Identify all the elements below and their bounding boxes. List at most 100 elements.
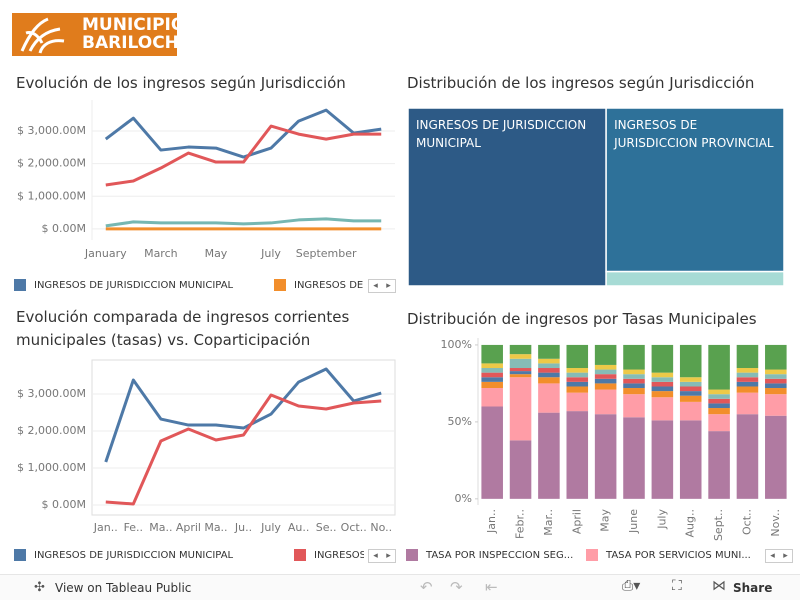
y-tick-label: 50% xyxy=(448,415,472,428)
x-tick-label: Aug.. xyxy=(684,509,697,537)
legend-scroll[interactable]: ◂ ▸ xyxy=(368,549,396,563)
x-tick-label: May xyxy=(205,247,228,260)
legend-label: INGRESOS xyxy=(314,550,364,561)
bar-segment xyxy=(708,398,730,404)
y-tick-label: 100% xyxy=(441,338,472,351)
bar-segment xyxy=(481,406,503,499)
bar-segment xyxy=(708,431,730,499)
bar-segment xyxy=(623,388,645,395)
chart-title: Distribución de los ingresos según Juris… xyxy=(407,74,755,92)
logo-text: BARILOCHE xyxy=(82,33,191,53)
scroll-right[interactable]: ▸ xyxy=(386,551,391,561)
bar-segment xyxy=(679,386,702,392)
legend-label: TASA POR INSPECCION SEG... xyxy=(426,550,574,561)
view-link[interactable]: View on Tableau Public xyxy=(55,581,192,595)
redo-icon[interactable]: ↷ xyxy=(450,578,463,596)
logo: MUNICIPIO BARILOCHE xyxy=(12,13,191,56)
bar-segment xyxy=(765,383,787,389)
y-tick-label: $ 2,000.00M xyxy=(17,424,86,437)
bar-segment xyxy=(538,344,560,359)
bar-segment xyxy=(594,383,617,390)
legend: INGRESOS DE JURISDICCION MUNICIPAL INGRES… xyxy=(14,279,364,293)
legend-item: INGRESOS DE JURISDICCION MUNICIPAL xyxy=(14,279,268,293)
bar-segment xyxy=(538,363,560,369)
legend-swatch xyxy=(274,279,286,291)
bar-segment xyxy=(566,392,589,412)
chart-title: Distribución de ingresos por Tasas Munic… xyxy=(407,310,757,328)
bar-segment xyxy=(481,372,503,378)
bar-segment xyxy=(509,374,532,378)
bar-segment xyxy=(679,401,702,421)
bar-segment xyxy=(594,364,617,370)
x-tick-label: Au.. xyxy=(288,521,310,534)
toolbar: ✣ View on Tableau Public ↶ ↷ ⇤ ⎙▾ ⛶ ⋈ Sh… xyxy=(0,574,800,600)
legend-item: INGRESOS xyxy=(294,549,364,563)
bar-segment xyxy=(566,411,589,499)
legend-label: TASA POR SERVICIOS MUNI... xyxy=(606,550,751,561)
line-series xyxy=(105,217,382,228)
y-tick-label: $ 3,000.00M xyxy=(17,387,86,400)
bar-segment xyxy=(566,386,589,393)
bar-segment xyxy=(765,369,787,375)
scroll-right[interactable]: ▸ xyxy=(386,281,391,291)
legend-label: INGRESOS DE JURISDICCION MUNICIPAL xyxy=(34,550,234,561)
logo-icon xyxy=(20,17,65,54)
bar-segment xyxy=(679,395,702,402)
bar-segment xyxy=(736,368,759,373)
legend-label: INGRESOS DE xyxy=(294,280,364,291)
legend-scroll[interactable]: ◂ ▸ xyxy=(368,279,396,293)
fullscreen-icon[interactable]: ⛶ xyxy=(672,578,682,594)
bar-segment xyxy=(538,412,560,499)
share-icon[interactable]: ⋈ xyxy=(712,578,726,594)
y-tick-label: 0% xyxy=(455,492,472,505)
y-tick-label: $ 3,000.00M xyxy=(17,124,86,137)
bar-segment xyxy=(679,377,702,382)
scroll-left[interactable]: ◂ xyxy=(373,551,378,561)
bar-segment xyxy=(481,368,503,373)
bar-segment xyxy=(765,394,787,416)
revert-icon[interactable]: ⇤ xyxy=(485,578,498,596)
bar-segment xyxy=(708,344,730,390)
x-tick-label: March xyxy=(144,247,178,260)
x-tick-label: No.. xyxy=(370,521,392,534)
bar-segment xyxy=(566,372,589,378)
scroll-right[interactable]: ▸ xyxy=(783,551,788,561)
legend-scroll[interactable]: ◂ ▸ xyxy=(765,549,793,563)
bar-segment xyxy=(538,368,560,373)
bar-segment xyxy=(623,417,645,499)
bar-segment xyxy=(679,381,702,387)
bar-segment xyxy=(765,374,787,379)
x-tick-label: Febr.. xyxy=(514,509,527,539)
bar-segment xyxy=(708,394,730,399)
bar-segment xyxy=(594,374,617,379)
x-tick-label: July xyxy=(655,509,668,530)
bar-segment xyxy=(509,377,532,441)
bar-segment xyxy=(509,354,532,359)
undo-icon[interactable]: ↶ xyxy=(420,578,433,596)
legend: INGRESOS DE JURISDICCION MUNICIPAL INGRES… xyxy=(14,549,364,563)
bar-segment xyxy=(736,372,759,378)
bar-segment xyxy=(538,372,560,378)
scroll-left[interactable]: ◂ xyxy=(770,551,775,561)
bar-segment xyxy=(651,391,674,398)
bar-segment xyxy=(765,378,787,384)
share-button[interactable]: Share xyxy=(733,581,773,595)
bar-segment xyxy=(594,344,617,365)
bar-segment xyxy=(594,389,617,415)
download-icon[interactable]: ⎙▾ xyxy=(622,578,641,594)
treemap-label: INGRESOS DE JURISDICCION MUNICIPAL xyxy=(416,118,587,150)
x-tick-label: Sept.. xyxy=(712,509,725,541)
x-tick-label: Ju.. xyxy=(234,521,252,534)
scroll-left[interactable]: ◂ xyxy=(373,281,378,291)
x-tick-label: Ma.. xyxy=(149,521,172,534)
bar-segment xyxy=(651,386,674,392)
legend-item: TASA POR SERVICIOS MUNI... xyxy=(586,549,760,563)
chart-title: Evolución comparada de ingresos corrient… xyxy=(16,308,350,349)
y-tick-label: $ 2,000.00M xyxy=(17,157,86,170)
bar-segment xyxy=(736,344,759,369)
legend-item: TASA POR INSPECCION SEG... xyxy=(406,549,580,563)
x-tick-label: Jan.. xyxy=(93,521,118,534)
bar-segment xyxy=(765,415,787,499)
line-series xyxy=(104,367,382,463)
